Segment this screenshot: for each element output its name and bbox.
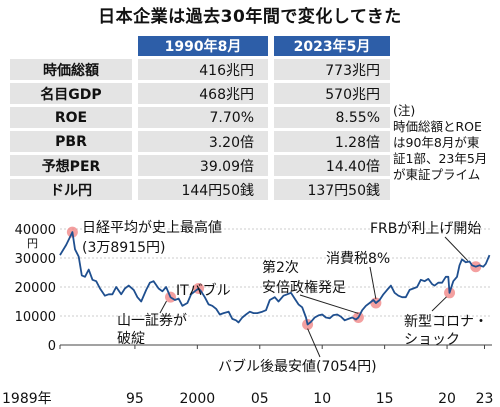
value-2023: 8.55%	[274, 107, 390, 128]
event-label: 第2次	[262, 259, 299, 276]
value-2023: 14.40倍	[274, 155, 390, 176]
y-tick-label: 10000	[15, 310, 56, 325]
note-line: 証1部、23年5月	[393, 151, 488, 166]
row-label: 時価総額	[10, 59, 132, 80]
table-row: 予想PER 39.09倍 14.40倍	[10, 155, 390, 176]
event-label: バブル後最安値(7054円)	[218, 358, 377, 375]
table-row: ドル円 144円50銭 137円50銭	[10, 179, 390, 200]
value-1990: 39.09倍	[138, 155, 268, 176]
annotation-leader	[431, 296, 447, 312]
table-row: ROE 7.70% 8.55%	[10, 107, 390, 128]
y-unit-label: 円	[27, 237, 38, 250]
event-label: 安倍政権発足	[262, 279, 346, 296]
value-2023: 570兆円	[274, 83, 390, 104]
value-1990: 3.20倍	[138, 131, 268, 152]
header-empty	[10, 36, 132, 56]
event-label: 消費税8%	[326, 251, 390, 267]
row-label: ROE	[10, 107, 132, 128]
row-label: ドル円	[10, 179, 132, 200]
event-label: ITバブル	[176, 282, 231, 299]
x-tick-label: 2000	[180, 391, 216, 407]
value-2023: 137円50銭	[274, 179, 390, 200]
table-row: PBR 3.20倍 1.28倍	[10, 131, 390, 152]
y-tick-label: 20000	[15, 281, 56, 296]
annotation-leader	[369, 266, 377, 300]
table-row: 名目GDP 468兆円 570兆円	[10, 83, 390, 104]
event-label: FRBが利上げ開始	[370, 221, 481, 237]
row-label: PBR	[10, 131, 132, 152]
value-1990: 468兆円	[138, 83, 268, 104]
y-tick-label: 30000	[15, 252, 56, 267]
annotation-leader	[159, 300, 167, 314]
value-1990: 144円50銭	[138, 179, 268, 200]
series-line	[59, 231, 491, 326]
note-line: は90年8月が東	[393, 135, 480, 150]
event-label: (3万8915円)	[82, 240, 165, 256]
x-tick-label: 05	[251, 391, 269, 407]
page-title: 日本企業は過去30年間で変化してきた	[98, 7, 402, 27]
x-tick-label: 95	[126, 391, 144, 407]
value-1990: 7.70%	[138, 107, 268, 128]
x-tick-label: 23	[476, 391, 494, 407]
header-1990: 1990年8月	[138, 36, 268, 56]
nikkei-line-chart: 40000 30000 20000 10000 0 円 1989年 95 2000 05 10 15 2…	[2, 219, 494, 407]
x-tick-label: 10	[313, 391, 331, 407]
note-line: 時価総額とROE	[393, 119, 482, 134]
table-header-row: 1990年8月 2023年5月	[10, 36, 390, 56]
note-line: (注)	[393, 103, 416, 118]
event-label: ショック	[404, 332, 460, 348]
x-tick-label: 1989年	[2, 391, 52, 407]
event-label: 日経平均が史上最高値	[82, 219, 222, 236]
value-1990: 416兆円	[138, 59, 268, 80]
event-label: 破綻	[117, 331, 145, 347]
table-note: (注) 時価総額とROE は90年8月が東 証1部、23年5月 が東証プライム	[393, 103, 487, 183]
annotation-leader	[444, 236, 469, 262]
event-label: 山一証券が	[117, 313, 187, 329]
x-tick-label: 15	[376, 391, 394, 407]
header-2023: 2023年5月	[274, 36, 390, 56]
comparison-table: 1990年8月 2023年5月 時価総額 416兆円 773兆円 名目GDP 4…	[10, 33, 390, 203]
row-label: 予想PER	[10, 155, 132, 176]
value-2023: 773兆円	[274, 59, 390, 80]
row-label: 名目GDP	[10, 83, 132, 104]
table-row: 時価総額 416兆円 773兆円	[10, 59, 390, 80]
annotation-leader	[307, 328, 321, 358]
event-label: 新型コロナ・	[404, 314, 488, 330]
y-tick-label: 0	[48, 339, 56, 354]
y-tick-label: 40000	[15, 223, 56, 238]
value-2023: 1.28倍	[274, 131, 390, 152]
x-tick-label: 20	[438, 391, 456, 407]
note-line: が東証プライム	[393, 167, 481, 182]
annotation-leader	[299, 294, 359, 314]
